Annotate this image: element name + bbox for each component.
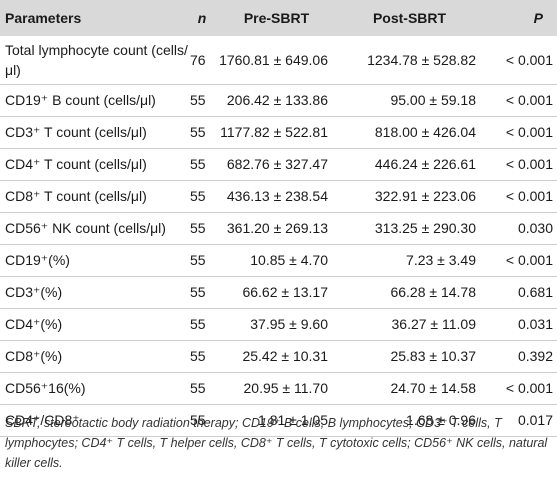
p-cell: < 0.001 [505,380,553,396]
param-cell: CD56⁺ NK count (cells/μl) [5,220,166,236]
param-cell: CD19⁺(%) [5,252,70,268]
param-cell: CD3⁺(%) [5,284,63,300]
pre-cell: 10.85 ± 4.70 [250,252,328,268]
param-cell: CD8⁺(%) [5,348,63,364]
header-post-sbrt: Post-SBRT [372,10,447,26]
post-cell: 7.23 ± 3.49 [406,252,476,268]
header-parameters: Parameters [5,10,82,26]
table-row: CD8⁺(%) 55 25.42 ± 10.31 25.83 ± 10.37 0… [0,340,557,372]
pre-cell: 25.42 ± 10.31 [242,348,328,364]
n-cell: 55 [190,380,206,396]
pre-cell: 1177.82 ± 522.81 [220,124,328,140]
post-cell: 66.28 ± 14.78 [390,284,476,300]
table-row: CD19⁺ B count (cells/μl) 55 206.42 ± 133… [0,84,557,116]
n-cell: 55 [190,124,206,140]
n-cell: 55 [190,316,206,332]
n-cell: 55 [190,412,206,428]
p-cell: 0.031 [517,316,553,332]
header-n: n [197,10,207,26]
table-header-row: Parameters n Pre-SBRT Post-SBRT P [0,0,557,36]
table-row: Total lymphocyte count (cells/μl) 76 176… [0,36,557,84]
p-cell: < 0.001 [505,188,553,204]
n-cell: 55 [190,252,206,268]
p-cell: 0.030 [517,220,553,236]
p-cell: < 0.001 [505,124,553,140]
results-table: Parameters n Pre-SBRT Post-SBRT P Total … [0,0,557,436]
table-row: CD4⁺/CD8⁺ 55 1.81 ± 1.05 1.68 ± 0.96 0.0… [0,404,557,436]
post-cell: 818.00 ± 426.04 [374,124,476,140]
p-cell: 0.681 [517,284,553,300]
pre-cell: 20.95 ± 11.70 [243,380,329,396]
n-cell: 55 [190,156,206,172]
n-cell: 55 [190,188,206,204]
param-cell: CD4⁺/CD8⁺ [5,412,80,428]
param-cell: CD4⁺ T count (cells/μl) [5,156,147,172]
n-cell: 55 [190,220,206,236]
post-cell: 95.00 ± 59.18 [390,92,476,108]
p-cell: < 0.001 [505,252,553,268]
post-cell: 24.70 ± 14.58 [390,380,476,396]
pre-cell: 66.62 ± 13.17 [242,284,328,300]
param-cell: Total lymphocyte count (cells/μl) [5,41,188,78]
pre-cell: 1760.81 ± 649.06 [219,51,328,68]
table-row: CD56⁺16(%) 55 20.95 ± 11.70 24.70 ± 14.5… [0,372,557,404]
param-cell: CD4⁺(%) [5,316,63,332]
table-row: CD19⁺(%) 55 10.85 ± 4.70 7.23 ± 3.49 < 0… [0,244,557,276]
pre-cell: 37.95 ± 9.60 [250,316,328,332]
pre-cell: 206.42 ± 133.86 [226,92,328,108]
p-cell: < 0.001 [505,92,553,108]
post-cell: 446.24 ± 226.61 [374,156,476,172]
table-row: CD4⁺ T count (cells/μl) 55 682.76 ± 327.… [0,148,557,180]
param-cell: CD19⁺ B count (cells/μl) [5,92,156,108]
table-row: CD8⁺ T count (cells/μl) 55 436.13 ± 238.… [0,180,557,212]
header-p: P [533,10,543,26]
pre-cell: 682.76 ± 327.47 [226,156,328,172]
param-cell: CD8⁺ T count (cells/μl) [5,188,147,204]
param-cell: CD56⁺16(%) [5,380,86,396]
header-pre-sbrt: Pre-SBRT [243,10,310,26]
post-cell: 322.91 ± 223.06 [374,188,476,204]
n-cell: 76 [190,51,206,68]
table-row: CD56⁺ NK count (cells/μl) 55 361.20 ± 26… [0,212,557,244]
n-cell: 55 [190,92,206,108]
p-cell: < 0.001 [505,51,553,68]
pre-cell: 361.20 ± 269.13 [226,220,328,236]
p-cell: 0.392 [517,348,553,364]
post-cell: 1.68 ± 0.96 [406,412,476,428]
n-cell: 55 [190,348,206,364]
param-cell: CD3⁺ T count (cells/μl) [5,124,147,140]
post-cell: 1234.78 ± 528.82 [367,51,476,68]
post-cell: 36.27 ± 11.09 [391,316,477,332]
p-cell: 0.017 [517,412,553,428]
table-row: CD3⁺ T count (cells/μl) 55 1177.82 ± 522… [0,116,557,148]
post-cell: 25.83 ± 10.37 [390,348,476,364]
p-cell: < 0.001 [505,156,553,172]
table-footnote: SBRT, stereotactic body radiation therap… [5,416,548,470]
table-row: CD4⁺(%) 55 37.95 ± 9.60 36.27 ± 11.09 0.… [0,308,557,340]
table-row: CD3⁺(%) 55 66.62 ± 13.17 66.28 ± 14.78 0… [0,276,557,308]
pre-cell: 436.13 ± 238.54 [226,188,328,204]
pre-cell: 1.81 ± 1.05 [258,412,328,428]
n-cell: 55 [190,284,206,300]
post-cell: 313.25 ± 290.30 [374,220,476,236]
